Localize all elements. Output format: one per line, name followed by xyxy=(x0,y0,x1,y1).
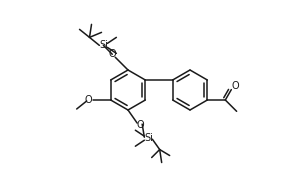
Text: O: O xyxy=(136,120,144,130)
Text: O: O xyxy=(108,49,116,59)
Text: O: O xyxy=(231,81,239,91)
Text: Si: Si xyxy=(99,40,108,50)
Text: Si: Si xyxy=(144,133,153,143)
Text: O: O xyxy=(85,95,92,105)
